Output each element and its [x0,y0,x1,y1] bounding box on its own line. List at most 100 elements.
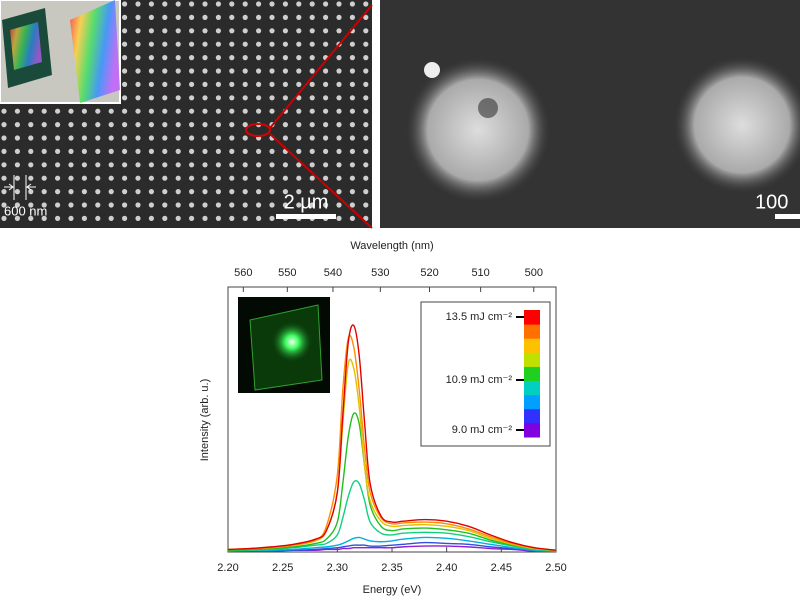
pillar [162,68,168,74]
pillar [148,122,154,128]
pillar [122,175,128,181]
pillar [256,14,262,20]
pillar [55,175,61,181]
pillar [269,28,275,34]
pillar [14,162,20,168]
pillar [309,189,315,195]
pillar [135,108,141,114]
pillar [189,202,195,208]
pillar [28,162,34,168]
pillar [296,162,302,168]
pillar [309,14,315,20]
pillar [323,202,329,208]
pillar [148,175,154,181]
pillar [215,1,221,7]
pillar [242,175,248,181]
pillar [175,55,181,61]
colorbar-segment [524,352,540,367]
pillar [336,202,342,208]
x2-tick-label: 540 [324,267,342,279]
pillar [229,215,235,221]
pillar [256,202,262,208]
pillar [336,1,342,7]
pillar [309,108,315,114]
pillar [282,81,288,87]
pillar [336,189,342,195]
pillar [336,215,342,221]
nanoparticle [406,58,550,202]
pillar [229,148,235,154]
spectrum-line [227,334,557,551]
pillar [81,162,87,168]
pillar [215,215,221,221]
spectrum-line [227,479,557,552]
pillar [349,135,355,141]
pillar [296,14,302,20]
pillar [41,148,47,154]
pillar [122,1,128,7]
pillar [269,215,275,221]
spectrum-line [227,324,557,551]
pillar [162,55,168,61]
pillar [363,189,369,195]
pillar [242,162,248,168]
pillar [215,135,221,141]
spectrum-line [227,541,557,552]
pillar [189,28,195,34]
pillar [14,122,20,128]
pillar [175,81,181,87]
pillar [363,202,369,208]
pillar [162,189,168,195]
pillar [269,189,275,195]
pillar [41,189,47,195]
pillar [309,68,315,74]
pillar [108,175,114,181]
pillar [68,175,74,181]
pillar [336,28,342,34]
pillar [336,122,342,128]
pillar [256,108,262,114]
colorbar-segment [524,380,540,396]
pillar [256,1,262,7]
pillar [282,28,288,34]
pillar [309,81,315,87]
pillar [202,148,208,154]
pillar [323,41,329,47]
pillar [269,108,275,114]
pillar [122,148,128,154]
pillar [1,108,7,114]
pillar [41,122,47,128]
pillar [363,135,369,141]
pillar [81,135,87,141]
pillar [135,14,141,20]
pillar [135,81,141,87]
x-tick-label: 2.20 [217,562,238,574]
pillar [363,81,369,87]
colorbar-label: 13.5 mJ cm⁻² [446,311,513,323]
pillar [215,68,221,74]
pillar [189,122,195,128]
pillar [323,162,329,168]
pillar [189,108,195,114]
pillar [1,175,7,181]
pillar [108,162,114,168]
scale-bar [276,214,336,219]
pillar [148,14,154,20]
pillar [55,202,61,208]
pillar [242,95,248,101]
pillar [349,189,355,195]
pillar [41,202,47,208]
pillar [323,148,329,154]
pillar [336,81,342,87]
pillar [55,162,61,168]
pillar [296,108,302,114]
pillar [28,175,34,181]
pillar [296,175,302,181]
pillar [135,135,141,141]
pillar [162,175,168,181]
pillar [269,81,275,87]
pillar [68,202,74,208]
pillar [282,55,288,61]
pillar [349,14,355,20]
pillar [336,162,342,168]
